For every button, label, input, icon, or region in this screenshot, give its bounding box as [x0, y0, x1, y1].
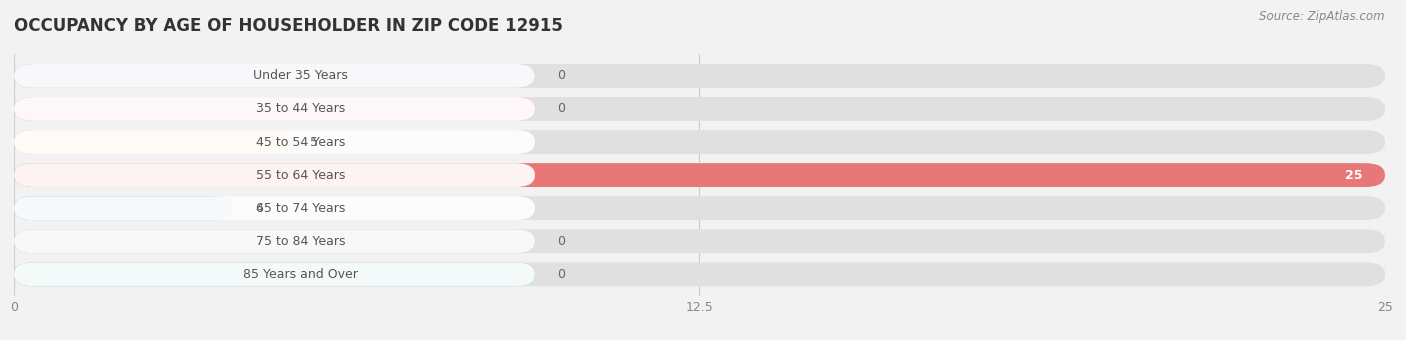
Text: 45 to 54 Years: 45 to 54 Years: [256, 136, 346, 149]
FancyBboxPatch shape: [14, 196, 1385, 220]
Text: 35 to 44 Years: 35 to 44 Years: [256, 102, 346, 116]
FancyBboxPatch shape: [14, 163, 534, 187]
FancyBboxPatch shape: [14, 196, 534, 220]
FancyBboxPatch shape: [14, 230, 534, 253]
Text: Under 35 Years: Under 35 Years: [253, 69, 349, 82]
Text: 0: 0: [557, 235, 565, 248]
FancyBboxPatch shape: [14, 64, 534, 88]
FancyBboxPatch shape: [14, 64, 534, 88]
Text: 85 Years and Over: 85 Years and Over: [243, 268, 359, 281]
FancyBboxPatch shape: [14, 262, 534, 286]
Text: 65 to 74 Years: 65 to 74 Years: [256, 202, 346, 215]
FancyBboxPatch shape: [14, 230, 534, 253]
Text: 55 to 64 Years: 55 to 64 Years: [256, 169, 346, 182]
FancyBboxPatch shape: [14, 64, 1385, 88]
FancyBboxPatch shape: [14, 163, 1385, 187]
FancyBboxPatch shape: [14, 130, 1385, 154]
FancyBboxPatch shape: [14, 97, 534, 121]
FancyBboxPatch shape: [14, 230, 1385, 253]
Text: OCCUPANCY BY AGE OF HOUSEHOLDER IN ZIP CODE 12915: OCCUPANCY BY AGE OF HOUSEHOLDER IN ZIP C…: [14, 17, 562, 35]
FancyBboxPatch shape: [14, 262, 534, 286]
FancyBboxPatch shape: [14, 196, 233, 220]
FancyBboxPatch shape: [14, 163, 1385, 187]
FancyBboxPatch shape: [14, 97, 534, 121]
Text: 5: 5: [311, 136, 318, 149]
FancyBboxPatch shape: [14, 130, 288, 154]
FancyBboxPatch shape: [14, 97, 1385, 121]
Text: Source: ZipAtlas.com: Source: ZipAtlas.com: [1260, 10, 1385, 23]
Text: 0: 0: [557, 69, 565, 82]
FancyBboxPatch shape: [14, 130, 534, 154]
Text: 25: 25: [1346, 169, 1362, 182]
FancyBboxPatch shape: [14, 262, 1385, 286]
Text: 0: 0: [557, 268, 565, 281]
Text: 75 to 84 Years: 75 to 84 Years: [256, 235, 346, 248]
Text: 4: 4: [256, 202, 263, 215]
Text: 0: 0: [557, 102, 565, 116]
